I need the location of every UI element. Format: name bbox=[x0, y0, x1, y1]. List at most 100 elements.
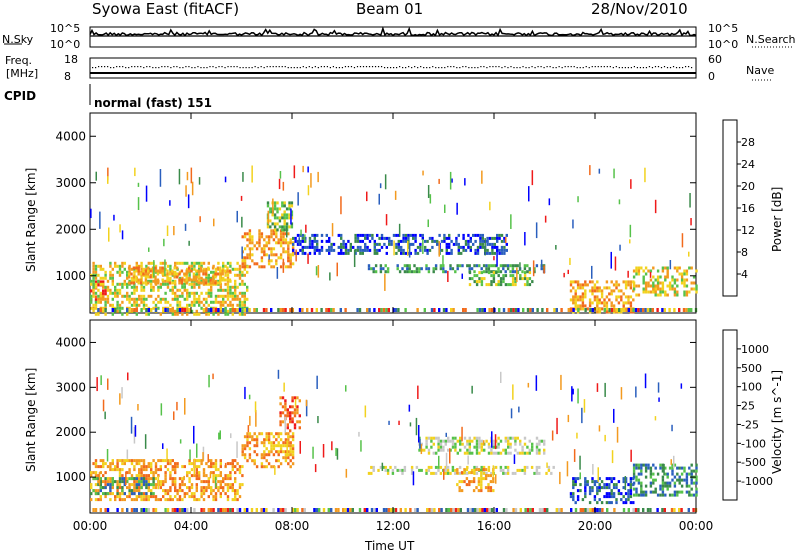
heatmap-cell bbox=[123, 261, 126, 265]
heatmap-cell bbox=[102, 474, 105, 478]
heatmap-cell bbox=[489, 480, 493, 484]
heatmap-cell bbox=[462, 308, 465, 312]
nave-point bbox=[609, 66, 611, 68]
heatmap-cell bbox=[642, 308, 645, 312]
heatmap-cell bbox=[219, 285, 222, 289]
heatmap-cell bbox=[154, 468, 158, 472]
heatmap-cell bbox=[596, 480, 599, 484]
heatmap-cell bbox=[572, 483, 575, 487]
heatmap-cell bbox=[178, 308, 182, 312]
heatmap-cell bbox=[277, 508, 280, 512]
heatmap-cell bbox=[603, 486, 606, 490]
heatmap-cell bbox=[449, 439, 452, 443]
heatmap-cell bbox=[538, 471, 541, 475]
heatmap-cell bbox=[109, 480, 112, 484]
colorbar-tick-label: 4 bbox=[741, 268, 748, 281]
heatmap-cell bbox=[471, 451, 474, 455]
heatmap-cell bbox=[316, 248, 319, 252]
heatmap-cell bbox=[289, 441, 292, 445]
heatmap-cell bbox=[480, 471, 483, 475]
heatmap-cell bbox=[283, 210, 286, 214]
heatmap-cell bbox=[456, 202, 458, 215]
heatmap-cell bbox=[291, 438, 295, 442]
heatmap-cell bbox=[234, 480, 237, 484]
heatmap-cell bbox=[140, 297, 143, 301]
heatmap-cell bbox=[99, 465, 102, 469]
heatmap-cell bbox=[171, 508, 174, 512]
heatmap-cell bbox=[180, 281, 184, 285]
heatmap-cell bbox=[492, 442, 495, 446]
heatmap-cell bbox=[566, 461, 569, 477]
heatmap-cell bbox=[188, 264, 191, 268]
heatmap-cell bbox=[410, 468, 414, 472]
heatmap-cell bbox=[137, 272, 140, 276]
heatmap-cell bbox=[495, 451, 498, 455]
heatmap-cell bbox=[493, 236, 496, 240]
heatmap-cell bbox=[241, 312, 244, 316]
heatmap-cell bbox=[262, 508, 266, 512]
heatmap-cell bbox=[593, 495, 597, 499]
heatmap-cell bbox=[298, 414, 301, 418]
heatmap-cell bbox=[685, 308, 688, 312]
heatmap-cell bbox=[503, 248, 506, 252]
heatmap-cell bbox=[211, 278, 215, 282]
heatmap-cell bbox=[576, 283, 580, 287]
heatmap-cell bbox=[279, 423, 282, 427]
nave-point bbox=[302, 66, 304, 68]
heatmap-cell bbox=[272, 453, 276, 457]
heatmap-cell bbox=[692, 481, 696, 485]
heatmap-cell bbox=[164, 508, 167, 512]
heatmap-cell bbox=[514, 283, 517, 287]
heatmap-cell bbox=[373, 308, 376, 312]
heatmap-cell bbox=[270, 465, 273, 469]
heatmap-cell bbox=[209, 471, 212, 479]
heatmap-cell bbox=[613, 408, 615, 423]
heatmap-cell bbox=[193, 267, 196, 271]
heatmap-cell bbox=[654, 416, 657, 421]
heatmap-cell bbox=[128, 294, 131, 298]
heatmap-cell bbox=[391, 468, 395, 472]
heatmap-cell bbox=[434, 471, 438, 475]
heatmap-cell bbox=[140, 495, 143, 499]
heatmap-cell bbox=[364, 245, 367, 249]
heatmap-cell bbox=[620, 387, 623, 400]
heatmap-cell bbox=[397, 248, 400, 252]
heatmap-cell bbox=[511, 274, 515, 278]
heatmap-cell bbox=[459, 442, 462, 446]
heatmap-cell bbox=[593, 286, 597, 290]
heatmap-cell bbox=[574, 292, 577, 296]
heatmap-cell bbox=[584, 295, 587, 299]
colorbar-frame bbox=[722, 329, 738, 501]
heatmap-cell bbox=[128, 279, 131, 283]
heatmap-cell bbox=[402, 251, 405, 255]
heatmap-cell bbox=[193, 458, 196, 475]
heatmap-cell bbox=[390, 239, 393, 243]
heatmap-cell bbox=[460, 251, 463, 255]
heatmap-cell bbox=[408, 267, 411, 271]
heatmap-cell bbox=[108, 227, 110, 242]
heatmap-cell bbox=[224, 312, 227, 316]
heatmap-cell bbox=[632, 269, 636, 273]
heatmap-cell bbox=[279, 411, 282, 415]
heatmap-cell bbox=[443, 236, 446, 240]
heatmap-cell bbox=[456, 451, 459, 455]
heatmap-cell bbox=[640, 266, 643, 270]
heatmap-cell bbox=[272, 198, 274, 215]
heatmap-cell bbox=[276, 222, 279, 226]
heatmap-cell bbox=[519, 277, 522, 281]
heatmap-cell bbox=[128, 306, 131, 310]
heatmap-cell bbox=[601, 508, 604, 512]
heatmap-cell bbox=[214, 474, 218, 478]
heatmap-cell bbox=[92, 288, 95, 292]
heatmap-cell bbox=[154, 471, 158, 475]
heatmap-cell bbox=[652, 463, 655, 467]
heatmap-cell bbox=[572, 486, 575, 490]
heatmap-cell bbox=[572, 301, 575, 305]
heatmap-cell bbox=[279, 396, 282, 400]
heatmap-cell bbox=[572, 492, 575, 496]
heatmap-cell bbox=[157, 294, 160, 298]
heatmap-cell bbox=[476, 233, 480, 237]
heatmap-cell bbox=[610, 489, 613, 493]
heatmap-cell bbox=[418, 267, 421, 271]
heatmap-cell bbox=[292, 248, 295, 252]
